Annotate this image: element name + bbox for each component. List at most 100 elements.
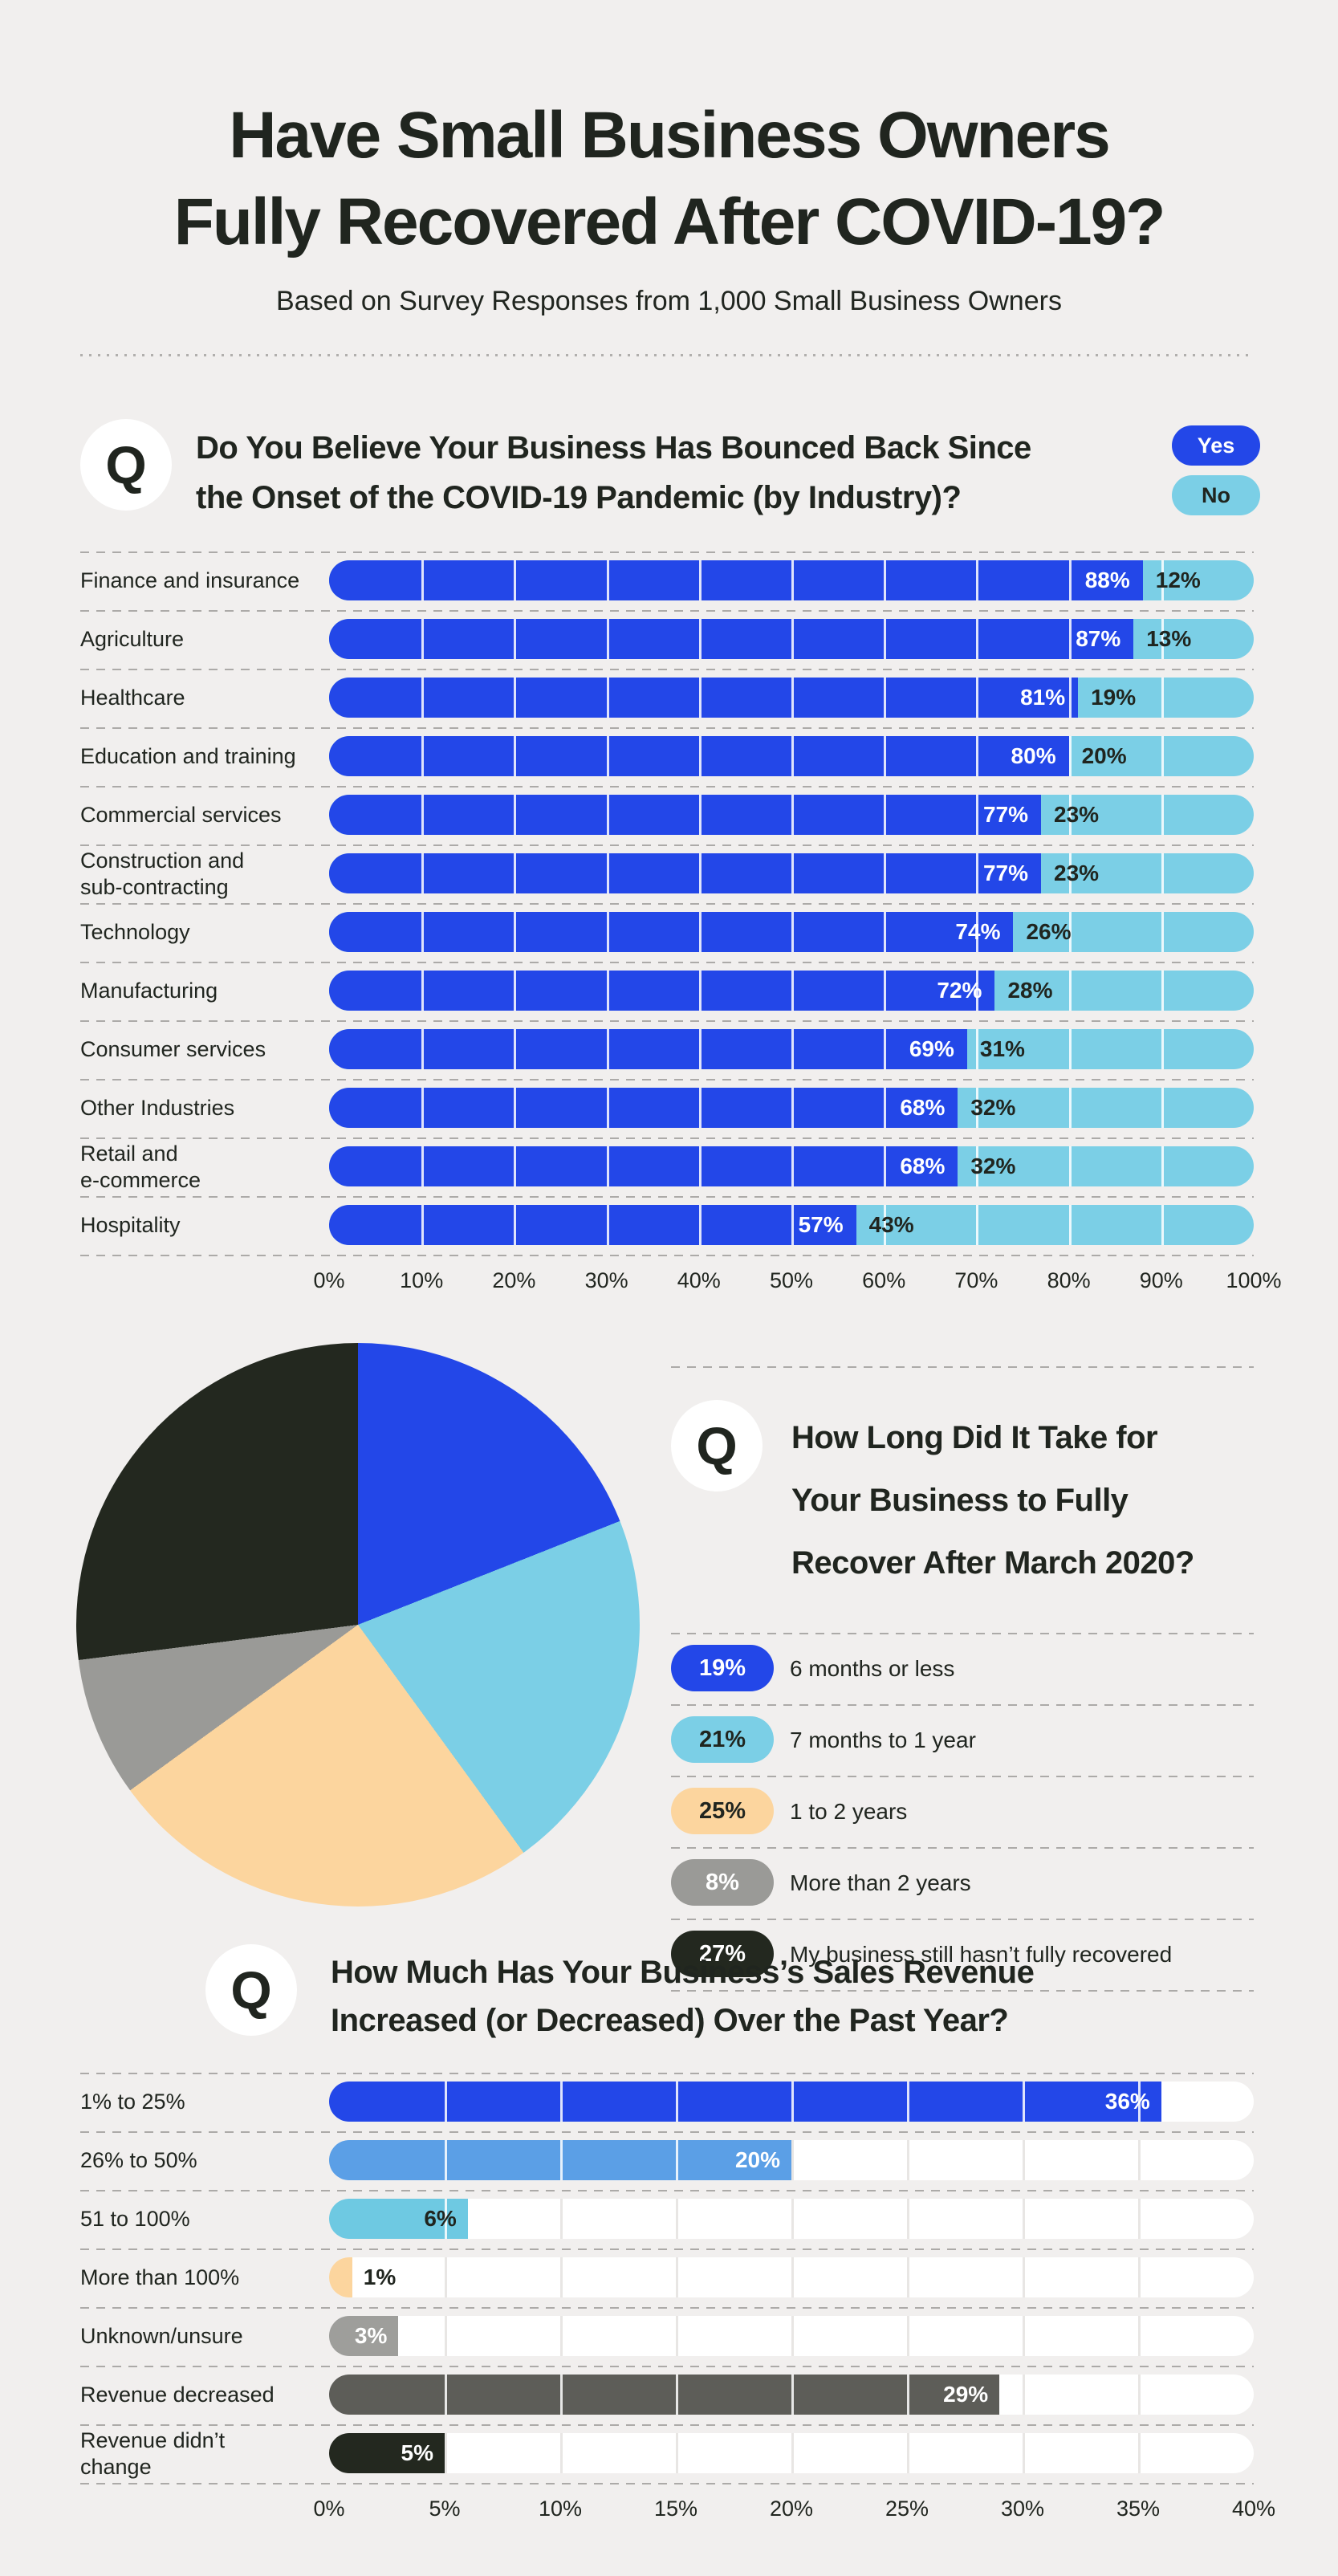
- dashed-divider: [80, 727, 1254, 729]
- gridline: [445, 2375, 447, 2415]
- recovery-time-pie-chart: [76, 1343, 640, 1907]
- no-value-label: 20%: [1081, 743, 1127, 768]
- revenue-category-label: Revenue decreased: [80, 2383, 275, 2407]
- x-axis-tick: 20%: [492, 1268, 536, 1292]
- gridline: [791, 619, 794, 659]
- question3-title-line1: How Much Has Your Business’s Sales Reven…: [331, 1955, 1035, 1990]
- gridline: [514, 971, 517, 1011]
- industry-bar-plot: 77% 23%: [329, 795, 1254, 835]
- gridline: [791, 678, 794, 718]
- revenue-category-label: Revenue didn’t change: [80, 2427, 226, 2479]
- yes-bar: [329, 1029, 967, 1069]
- no-value-label: 23%: [1054, 861, 1100, 885]
- gridline: [1161, 619, 1164, 659]
- yes-value-label: 69%: [909, 1036, 954, 1061]
- gridline: [421, 853, 425, 893]
- value-bar: [329, 2082, 1161, 2122]
- dashed-divider: [80, 903, 1254, 905]
- gridline: [421, 795, 425, 835]
- gridline: [606, 971, 609, 1011]
- industry-bar-plot: 88% 12%: [329, 560, 1254, 600]
- gridline: [514, 619, 517, 659]
- value-label: 1%: [363, 2265, 397, 2289]
- gridline: [514, 912, 517, 952]
- gridline: [676, 2082, 678, 2122]
- dashed-divider: [80, 2073, 1254, 2074]
- revenue-bar-plot: 3%: [329, 2316, 1254, 2356]
- gridline: [1068, 912, 1072, 952]
- gridline: [514, 1205, 517, 1245]
- gridline: [884, 795, 887, 835]
- legend-value-pill: 19%: [671, 1645, 774, 1691]
- gridline: [1161, 1205, 1164, 1245]
- industry-label: Technology: [80, 920, 190, 944]
- gridline: [698, 912, 702, 952]
- value-label: 3%: [354, 2323, 388, 2348]
- gridline: [884, 619, 887, 659]
- gridline: [421, 912, 425, 952]
- gridline: [791, 2375, 794, 2415]
- gridline: [676, 2316, 678, 2356]
- gridline: [698, 1146, 702, 1186]
- yes-value-label: 80%: [1011, 743, 1056, 768]
- value-bar: [329, 2316, 399, 2356]
- yes-bar: [329, 678, 1079, 718]
- yes-bar: [329, 619, 1134, 659]
- x-axis-tick: 80%: [1047, 1268, 1091, 1292]
- gridline: [976, 1205, 979, 1245]
- dashed-divider: [80, 551, 1254, 553]
- dashed-divider: [80, 844, 1254, 846]
- gridline: [976, 678, 979, 718]
- legend-no-label: No: [1202, 482, 1230, 507]
- dashed-divider: [671, 1633, 1254, 1634]
- gridline: [421, 678, 425, 718]
- gridline: [606, 1146, 609, 1186]
- gridline: [791, 853, 794, 893]
- value-bar: [329, 2257, 352, 2297]
- yes-value-label: 77%: [982, 802, 1029, 827]
- dashed-divider: [80, 1196, 1254, 1198]
- gridline: [1138, 2433, 1141, 2473]
- yes-bar: [329, 912, 1014, 952]
- legend-item-label: 7 months to 1 year: [790, 1727, 976, 1752]
- no-value-label: 13%: [1146, 626, 1192, 651]
- no-value-label: 32%: [970, 1095, 1016, 1120]
- gridline: [791, 795, 794, 835]
- gridline: [514, 678, 517, 718]
- x-axis-tick: 50%: [769, 1268, 814, 1292]
- industry-label: Manufacturing: [80, 979, 218, 1003]
- gridline: [976, 560, 979, 600]
- gridline: [1068, 971, 1072, 1011]
- gridline: [884, 736, 887, 776]
- gridline: [791, 2082, 794, 2122]
- legend-value-pill: 21%: [671, 1716, 774, 1763]
- legend-yes-pill: Yes: [1172, 425, 1260, 466]
- gridline: [1023, 2140, 1025, 2180]
- industry-label: Finance and insurance: [80, 568, 300, 592]
- x-axis-tick: 25%: [885, 2497, 929, 2521]
- gridline: [606, 912, 609, 952]
- yes-bar: [329, 1205, 856, 1245]
- question2-title-line2: Your Business to Fully: [791, 1483, 1129, 1518]
- question-badge: Q: [205, 1944, 297, 2036]
- dashed-divider: [671, 1990, 1254, 1992]
- gridline: [791, 2199, 794, 2239]
- gridline: [884, 912, 887, 952]
- x-axis-tick: 60%: [862, 1268, 906, 1292]
- gridline: [1161, 795, 1164, 835]
- gridline: [421, 1205, 425, 1245]
- industry-bar-plot: 74% 26%: [329, 912, 1254, 952]
- x-axis-tick: 10%: [538, 2497, 583, 2521]
- gridline: [791, 971, 794, 1011]
- gridline: [421, 971, 425, 1011]
- gridline: [421, 736, 425, 776]
- gridline: [907, 2433, 909, 2473]
- industry-bar-plot: 69% 31%: [329, 1029, 1254, 1069]
- question1-title-line1: Do You Believe Your Business Has Bounced…: [196, 430, 1031, 466]
- gridline: [606, 1088, 609, 1128]
- yes-value-label: 68%: [900, 1095, 946, 1120]
- dashed-divider: [80, 2131, 1254, 2133]
- gridline: [606, 853, 609, 893]
- gridline: [676, 2140, 678, 2180]
